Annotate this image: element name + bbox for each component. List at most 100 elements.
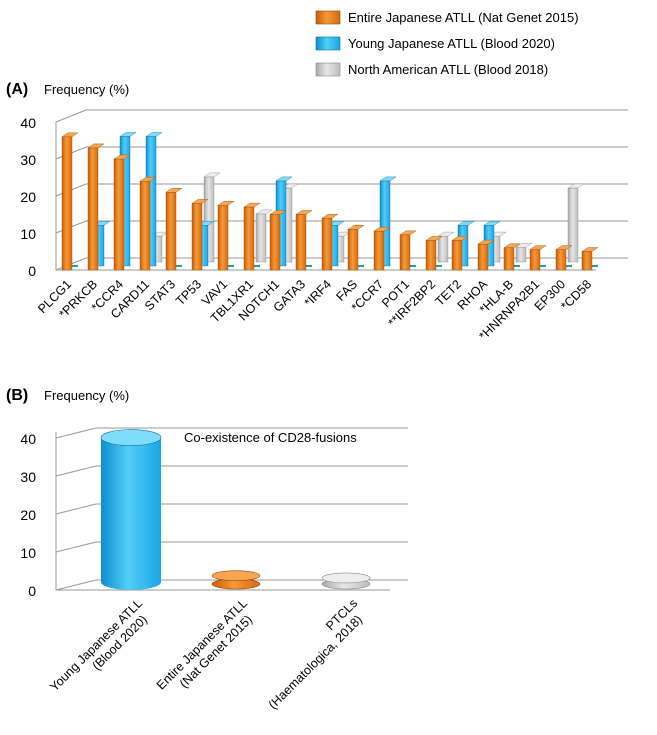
panel-b-y-tick-label: 0 [28,583,36,599]
panel-a-bar-young-top [483,221,501,226]
panel-a-y-ticks: 0 10 20 30 40 [20,115,36,279]
panel-a-bar-japan-top [217,201,235,206]
panel-a-bar-na [515,242,533,263]
panel-a-bar-japan-front [295,214,307,271]
panel-a-bar-japan-top [373,226,391,232]
panel-a-bar-japan [61,132,79,271]
panel-b-bar-base [101,574,161,590]
panel-a-bar-japan-top [243,202,261,208]
panel-b-bar-top [321,572,371,584]
panel-a-bar-japan-front [321,217,333,271]
panel-b-gridline-diag [55,541,97,553]
panel-a-y-tick-label: 20 [20,189,36,205]
panel-a-bar-na-front [255,213,267,263]
panel-a-bar-japan [451,236,469,271]
panel-a-bar-japan [555,245,573,271]
panel-a-bar-young-top [457,221,475,226]
panel-a-bar-japan [321,213,339,271]
panel-a-bar-japan-top [477,239,495,245]
panel-a-bar-japan-front [477,243,489,271]
panel-a-bar-japan-front [503,247,515,271]
panel-a-bar-japan-front [243,206,255,271]
panel-a-bar-japan-front [165,192,177,271]
panel-a-gridline-diag [55,109,87,123]
panel-a-bar-young-top [145,132,163,137]
panel-a-bar-japan-front [269,214,281,271]
panel-a-bar-young-top [119,132,137,137]
panel-a-bar-japan [165,188,183,271]
panel-a-bars [61,132,599,271]
panel-b-x-labels: Young Japanese ATLL(Blood 2020) Entire Ja… [47,596,371,712]
panel-a-y-tick-label: 30 [20,152,36,168]
panel-a-bar-japan-front [373,230,385,271]
panel-a-bar-japan [139,176,157,271]
panel-b-bar-young [100,429,162,590]
panel-a-bar-na-front [567,187,579,263]
panel-a-bar-na-top [437,231,455,237]
panel-a-bar-japan-top [191,199,209,204]
panel-a-bar-japan-front [87,147,99,271]
panel-a-bar-japan-top [87,143,105,149]
panel-b-x-label: PTCLs(Haematologica, 2018) [255,596,371,712]
panel-a-bar-japan-top [321,213,339,219]
panel-a-bar-japan-top [269,210,287,215]
panel-a-bar-japan-front [191,203,203,271]
panel-a-bar-na-top [255,209,273,215]
panel-b-x-label-line: Young Japanese ATLL [47,596,145,694]
panel-b-label: (B) [6,387,28,404]
panel-a-y-tick-label: 0 [28,263,36,279]
panel-a-bar-japan [243,202,261,271]
panel-b-bar-japan [211,570,261,590]
panel-b-bar-na [321,572,371,590]
panel-b-bar-top [100,429,162,446]
panel-a-bar-japan-top [529,245,547,250]
panel-a-bar-japan [217,201,235,271]
panel-a-bar-japan-top [295,210,313,215]
panel-a-bar-japan-top [139,176,157,182]
panel-a-bar-japan-top [555,245,573,250]
panel-a-bar-young [379,176,397,267]
panel-b-ylabel: Frequency (%) [44,388,129,403]
panel-a-bar-japan-top [61,132,79,138]
legend: Entire Japanese ATLL (Nat Genet 2015) Yo… [315,10,579,77]
panel-b-y-ticks: 0 10 20 30 40 [20,431,36,599]
panel-a-bar-japan [425,236,443,271]
panel-a-bar-japan-front [217,205,229,271]
panel-a-bar-na-top [567,183,585,189]
panel-b-y-tick-label: 30 [20,469,36,485]
panel-b-x-label: Entire Japanese ATLL(Nat Genet 2015) [154,596,261,703]
panel-a-bar-japan [581,247,599,271]
panel-a-bar-japan [373,226,391,271]
panel-b-x-label-line: Entire Japanese ATLL [154,596,250,692]
panel-a: (A) Frequency (%) 0 10 20 30 40 PLCG1*PRKCB*… [6,81,628,343]
panel-a-bar-japan-front [555,249,567,271]
panel-a-x-labels: PLCG1*PRKCB*CCR4CARD11STAT3TP53VAV1TBL1X… [35,277,594,343]
panel-a-bar-japan [295,210,313,271]
panel-a-bar-japan-top [347,225,365,230]
legend-label-japan: Entire Japanese ATLL (Nat Genet 2015) [348,10,579,25]
panel-b-gridline-diag [55,503,97,515]
panel-b-y-tick-label: 40 [20,431,36,447]
panel-a-bar-japan [87,143,105,271]
panel-b-title: Co-existence of CD28-fusions [184,430,357,445]
legend-swatch-na [315,62,341,77]
panel-a-bar-japan-front [581,251,593,271]
panel-a-bar-na [203,172,221,263]
panel-a-bar-japan-top [581,247,599,252]
panel-a-bar-japan-front [529,249,541,271]
panel-a-bar-na [255,209,273,263]
panel-a-bar-japan [529,245,547,271]
panel-a-bar-japan [477,239,495,271]
panel-a-bar-japan [347,225,365,271]
panel-b-bar-top [211,570,261,581]
panel-a-bar-japan-top [451,236,469,241]
panel-a-bar-japan-front [425,240,437,271]
panel-a-bar-japan-front [347,229,359,271]
panel-a-bar-na-top [203,172,221,178]
panel-b-y-tick-label: 10 [20,545,36,561]
legend-label-young: Young Japanese ATLL (Blood 2020) [348,36,555,51]
panel-a-bar-japan-top [503,243,521,249]
panel-a-bar-na [437,231,455,263]
panel-a-bar-japan-front [399,234,411,271]
panel-a-bar-japan-front [139,180,151,271]
